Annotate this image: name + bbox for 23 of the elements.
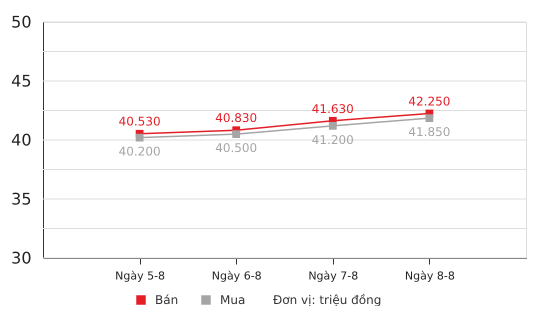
point — [136, 134, 144, 142]
data-label: 40.200 — [118, 144, 161, 159]
x-tick-label: Ngày 8-8 — [404, 270, 455, 282]
data-label: 40.830 — [215, 111, 258, 126]
data-label: 41.850 — [408, 125, 450, 140]
legend-label: Mua — [220, 293, 246, 307]
data-label: 42.250 — [408, 94, 450, 108]
data-label: 40.530 — [118, 114, 161, 129]
point — [232, 130, 240, 138]
y-tick-label: 45 — [11, 72, 32, 90]
y-tick-label: 30 — [11, 248, 32, 268]
data-label: 40.500 — [215, 141, 258, 156]
point — [328, 122, 337, 130]
point — [426, 114, 434, 122]
data-label: 41.630 — [312, 102, 354, 116]
data-label: 41.200 — [312, 132, 354, 147]
x-tick-label: Ngày 6-8 — [212, 270, 262, 282]
y-tick-label: 50 — [11, 12, 32, 32]
x-tick-label: Ngày 5-8 — [115, 270, 166, 282]
legend-label: Bán — [155, 293, 178, 307]
y-tick-label: 40 — [11, 130, 32, 150]
y-tick-label: 35 — [11, 190, 32, 208]
x-tick-label: Ngày 7-8 — [308, 270, 358, 282]
